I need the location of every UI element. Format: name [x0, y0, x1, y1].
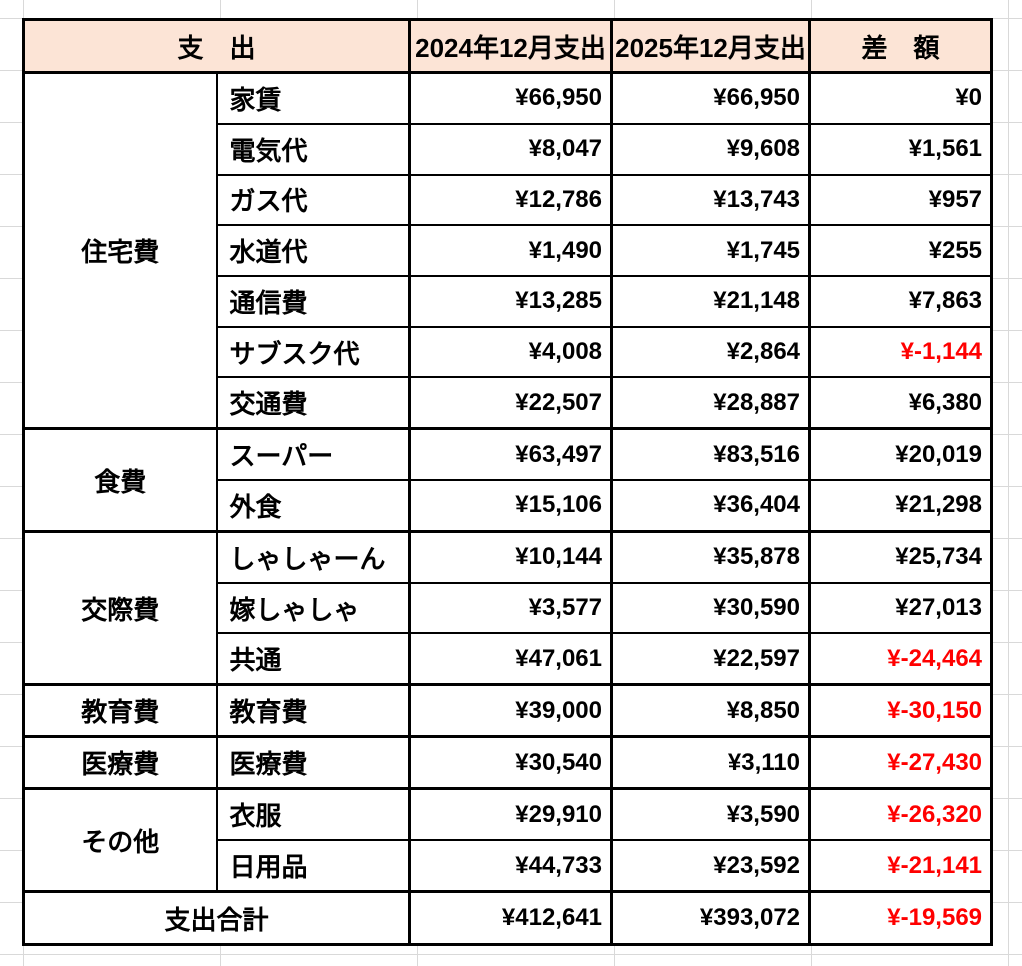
- table-row: 共通 ¥47,061 ¥22,597 ¥-24,464: [24, 632, 993, 686]
- header-cell-difference[interactable]: 差 額: [808, 18, 993, 74]
- item-cell[interactable]: ガス代: [215, 173, 411, 227]
- table-row: その他 衣服 ¥29,910 ¥3,590 ¥-26,320: [22, 787, 993, 893]
- value-2025-cell[interactable]: ¥9,608: [610, 122, 811, 176]
- item-cell[interactable]: 医療費: [215, 735, 411, 790]
- item-cell[interactable]: 嫁しゃしゃ: [215, 581, 411, 635]
- table-row: 通信費 ¥13,285 ¥21,148 ¥7,863: [24, 274, 993, 328]
- value-2025-cell[interactable]: ¥2,864: [610, 325, 811, 379]
- item-cell[interactable]: 交通費: [215, 376, 411, 430]
- value-2025-cell[interactable]: ¥3,590: [610, 787, 811, 842]
- item-cell[interactable]: 衣服: [215, 787, 411, 842]
- category-cell-medical[interactable]: 医療費: [22, 735, 218, 790]
- table-row: 医療費 医療費 ¥30,540 ¥3,110 ¥-27,430: [22, 735, 993, 790]
- item-cell[interactable]: 水道代: [215, 224, 411, 277]
- value-2025-cell[interactable]: ¥28,887: [610, 376, 811, 430]
- diff-cell[interactable]: ¥-1,144: [808, 325, 993, 379]
- value-2025-cell[interactable]: ¥13,743: [610, 173, 811, 227]
- diff-cell[interactable]: ¥-24,464: [808, 632, 993, 686]
- category-cell-housing[interactable]: 住宅費: [22, 70, 218, 430]
- item-cell[interactable]: 教育費: [215, 683, 411, 738]
- value-2024-cell[interactable]: ¥3,577: [408, 581, 613, 635]
- diff-cell[interactable]: ¥7,863: [808, 274, 993, 328]
- diff-cell[interactable]: ¥-26,320: [808, 787, 993, 842]
- category-cell-education[interactable]: 教育費: [22, 683, 218, 738]
- table-row: 交通費 ¥22,507 ¥28,887 ¥6,380: [24, 376, 993, 430]
- table-row: 食費 スーパー ¥63,497 ¥83,516 ¥20,019: [22, 427, 993, 533]
- item-cell[interactable]: 共通: [215, 632, 411, 686]
- value-2025-cell[interactable]: ¥23,592: [610, 839, 811, 893]
- value-2025-cell[interactable]: ¥3,110: [610, 735, 811, 790]
- value-2025-cell[interactable]: ¥22,597: [610, 632, 811, 686]
- total-2024-cell[interactable]: ¥412,641: [408, 890, 613, 946]
- table-row: 交際費 しゃしゃーん ¥10,144 ¥35,878 ¥25,734: [22, 529, 993, 686]
- total-2025-cell[interactable]: ¥393,072: [610, 890, 811, 946]
- value-2024-cell[interactable]: ¥15,106: [408, 479, 613, 533]
- table-row: サブスク代 ¥4,008 ¥2,864 ¥-1,144: [24, 325, 993, 379]
- value-2025-cell[interactable]: ¥35,878: [610, 529, 811, 584]
- item-cell[interactable]: 通信費: [215, 274, 411, 328]
- value-2024-cell[interactable]: ¥44,733: [408, 839, 613, 893]
- table-row: ガス代 ¥12,786 ¥13,743 ¥957: [24, 173, 993, 227]
- category-cell-social[interactable]: 交際費: [22, 529, 218, 686]
- table-row: 嫁しゃしゃ ¥3,577 ¥30,590 ¥27,013: [24, 581, 993, 635]
- diff-cell[interactable]: ¥6,380: [808, 376, 993, 430]
- header-cell-2025-december[interactable]: 2025年12月支出: [610, 18, 811, 74]
- diff-cell[interactable]: ¥25,734: [808, 529, 993, 584]
- header-row: 支 出 2024年12月支出 2025年12月支出 差 額: [22, 18, 993, 74]
- diff-cell[interactable]: ¥1,561: [808, 122, 993, 176]
- value-2024-cell[interactable]: ¥63,497: [408, 427, 613, 482]
- value-2025-cell[interactable]: ¥21,148: [610, 274, 811, 328]
- item-cell[interactable]: 家賃: [215, 70, 411, 125]
- diff-cell[interactable]: ¥-21,141: [808, 839, 993, 893]
- value-2024-cell[interactable]: ¥39,000: [408, 683, 613, 738]
- table-row: 水道代 ¥1,490 ¥1,745 ¥255: [24, 224, 993, 277]
- total-diff-cell[interactable]: ¥-19,569: [808, 890, 993, 946]
- header-cell-2024-december[interactable]: 2024年12月支出: [408, 18, 613, 74]
- diff-cell[interactable]: ¥-30,150: [808, 683, 993, 738]
- total-row: 支出合計 ¥412,641 ¥393,072 ¥-19,569: [22, 890, 993, 946]
- item-cell[interactable]: サブスク代: [215, 325, 411, 379]
- category-cell-other[interactable]: その他: [22, 787, 218, 893]
- value-2024-cell[interactable]: ¥1,490: [408, 224, 613, 277]
- value-2025-cell[interactable]: ¥36,404: [610, 479, 811, 533]
- value-2024-cell[interactable]: ¥13,285: [408, 274, 613, 328]
- item-cell[interactable]: 外食: [215, 479, 411, 533]
- value-2025-cell[interactable]: ¥66,950: [610, 70, 811, 125]
- total-label-cell[interactable]: 支出合計: [22, 890, 411, 946]
- item-cell[interactable]: しゃしゃーん: [215, 529, 411, 584]
- item-cell[interactable]: 日用品: [215, 839, 411, 893]
- value-2024-cell[interactable]: ¥10,144: [408, 529, 613, 584]
- value-2024-cell[interactable]: ¥66,950: [408, 70, 613, 125]
- value-2025-cell[interactable]: ¥1,745: [610, 224, 811, 277]
- diff-cell[interactable]: ¥27,013: [808, 581, 993, 635]
- expense-comparison-table: 支 出 2024年12月支出 2025年12月支出 差 額 住宅費 家賃 ¥66…: [22, 18, 994, 946]
- value-2025-cell[interactable]: ¥83,516: [610, 427, 811, 482]
- value-2024-cell[interactable]: ¥4,008: [408, 325, 613, 379]
- diff-cell[interactable]: ¥0: [808, 70, 993, 125]
- category-cell-food[interactable]: 食費: [22, 427, 218, 533]
- value-2024-cell[interactable]: ¥47,061: [408, 632, 613, 686]
- diff-cell[interactable]: ¥-27,430: [808, 735, 993, 790]
- table-row: 外食 ¥15,106 ¥36,404 ¥21,298: [24, 479, 993, 533]
- table-row: 住宅費 家賃 ¥66,950 ¥66,950 ¥0: [22, 70, 993, 430]
- table-row: 日用品 ¥44,733 ¥23,592 ¥-21,141: [24, 839, 993, 893]
- header-cell-expense[interactable]: 支 出: [22, 18, 411, 74]
- value-2024-cell[interactable]: ¥30,540: [408, 735, 613, 790]
- value-2024-cell[interactable]: ¥29,910: [408, 787, 613, 842]
- diff-cell[interactable]: ¥21,298: [808, 479, 993, 533]
- value-2024-cell[interactable]: ¥22,507: [408, 376, 613, 430]
- diff-cell[interactable]: ¥255: [808, 224, 993, 277]
- item-cell[interactable]: 電気代: [215, 122, 411, 176]
- value-2025-cell[interactable]: ¥30,590: [610, 581, 811, 635]
- diff-cell[interactable]: ¥20,019: [808, 427, 993, 482]
- value-2025-cell[interactable]: ¥8,850: [610, 683, 811, 738]
- value-2024-cell[interactable]: ¥8,047: [408, 122, 613, 176]
- value-2024-cell[interactable]: ¥12,786: [408, 173, 613, 227]
- diff-cell[interactable]: ¥957: [808, 173, 993, 227]
- item-cell[interactable]: スーパー: [215, 427, 411, 482]
- table-row: 電気代 ¥8,047 ¥9,608 ¥1,561: [24, 122, 993, 176]
- table-row: 教育費 教育費 ¥39,000 ¥8,850 ¥-30,150: [22, 683, 993, 738]
